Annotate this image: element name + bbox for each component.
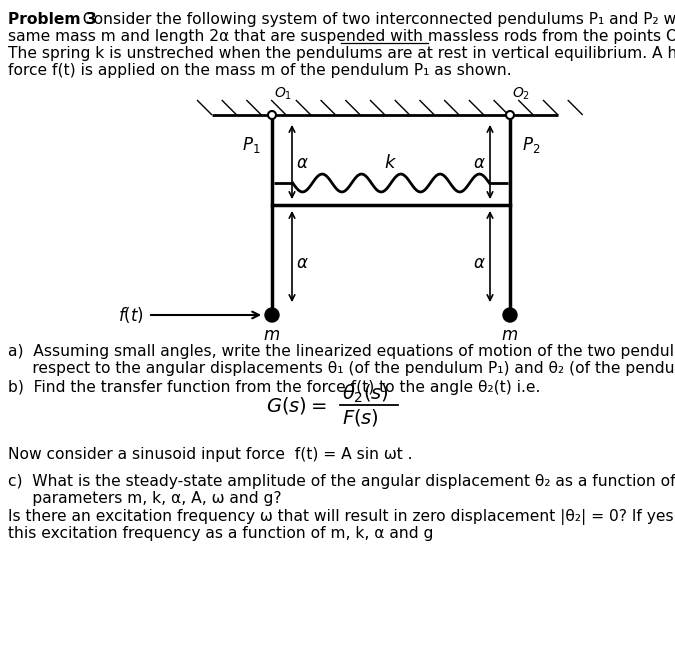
Text: c)  What is the steady-state amplitude of the angular displacement θ₂ as a funct: c) What is the steady-state amplitude of… (8, 474, 675, 489)
Text: respect to the angular displacements θ₁ (of the pendulum P₁) and θ₂ (of the pend: respect to the angular displacements θ₁ … (8, 361, 675, 376)
Text: $O_1$: $O_1$ (274, 86, 292, 102)
Text: $P_2$: $P_2$ (522, 135, 540, 155)
Text: Consider the following system of two interconnected pendulums P₁ and P₂ with: Consider the following system of two int… (73, 12, 675, 27)
Text: $P_1$: $P_1$ (242, 135, 260, 155)
Text: $f(t)$: $f(t)$ (118, 305, 144, 325)
Circle shape (268, 111, 276, 119)
Text: $\theta_2(s)$: $\theta_2(s)$ (342, 383, 389, 405)
Text: this excitation frequency as a function of m, k, α and g: this excitation frequency as a function … (8, 526, 433, 541)
Text: $m$: $m$ (502, 326, 518, 344)
Text: Now consider a sinusoid input force  f(t) = A sin ωt .: Now consider a sinusoid input force f(t)… (8, 447, 412, 462)
Text: $F(s)$: $F(s)$ (342, 406, 379, 428)
Text: $G(s) =$: $G(s) =$ (267, 394, 327, 416)
Circle shape (506, 111, 514, 119)
Text: $O_2$: $O_2$ (512, 86, 530, 102)
Circle shape (503, 308, 517, 322)
Text: same mass m and length 2α that are suspended with massless rods from the points : same mass m and length 2α that are suspe… (8, 29, 675, 44)
Text: $m$: $m$ (263, 326, 281, 344)
Text: force f(t) is applied on the mass m of the pendulum P₁ as shown.: force f(t) is applied on the mass m of t… (8, 63, 512, 78)
Text: $\alpha$: $\alpha$ (473, 154, 486, 172)
Text: Is there an excitation frequency ω that will result in zero displacement |θ₂| = : Is there an excitation frequency ω that … (8, 509, 675, 525)
Text: $\alpha$: $\alpha$ (296, 154, 308, 172)
Text: Problem 3: Problem 3 (8, 12, 97, 27)
Text: $\alpha$: $\alpha$ (296, 254, 308, 272)
Circle shape (265, 308, 279, 322)
Text: a)  Assuming small angles, write the linearized equations of motion of the two p: a) Assuming small angles, write the line… (8, 344, 675, 359)
Text: b)  Find the transfer function from the force f(t) to the angle θ₂(t) i.e.: b) Find the transfer function from the f… (8, 380, 541, 395)
Text: parameters m, k, α, A, ω and g?: parameters m, k, α, A, ω and g? (8, 491, 281, 506)
Text: $k$: $k$ (385, 154, 398, 172)
Text: The spring k is unstreched when the pendulums are at rest in vertical equilibriu: The spring k is unstreched when the pend… (8, 46, 675, 61)
Text: $\alpha$: $\alpha$ (473, 254, 486, 272)
